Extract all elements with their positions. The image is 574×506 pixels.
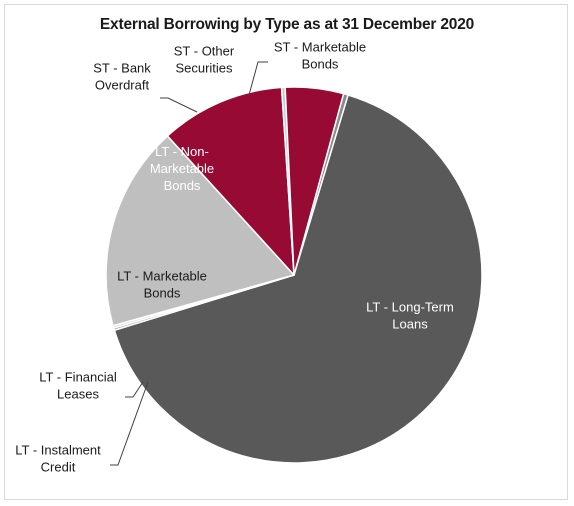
slice-label-line: Bonds xyxy=(164,178,201,193)
slice-label-line: LT - Non- xyxy=(155,144,209,159)
slice-lt-marketable-bonds xyxy=(105,135,295,327)
slice-label-line: Credit xyxy=(41,460,76,475)
leader-line-lt-financial-leases xyxy=(125,381,144,398)
slice-st-other-securities xyxy=(284,86,345,276)
slice-label-line: Loans xyxy=(392,317,428,332)
slice-label-lt-instalment-credit: LT - Instalment Credit xyxy=(15,443,101,475)
leader-line-st-bank-overdraft xyxy=(160,97,198,113)
slice-label-lt-marketable-bonds: LT - Marketable Bonds xyxy=(117,269,207,301)
pie-slices xyxy=(105,86,483,464)
slice-label-st-other-securities: ST - Other Securities xyxy=(174,44,235,76)
slice-label-line: Marketable xyxy=(150,161,214,176)
slice-label-line: LT - Marketable xyxy=(117,269,207,284)
slice-label-line: Securities xyxy=(175,61,233,76)
slice-label-line: Bonds xyxy=(302,57,339,72)
slice-label-line: Bonds xyxy=(144,286,181,301)
slice-label-line: ST - Bank xyxy=(93,61,151,76)
slice-label-line: Leases xyxy=(57,387,99,402)
leader-line-st-marketable-bonds xyxy=(248,61,268,96)
slice-label-st-bank-overdraft: ST - Bank Overdraft xyxy=(93,61,151,93)
slice-lt-long-term-loans xyxy=(113,94,483,464)
slice-label-line: LT - Instalment xyxy=(15,443,101,458)
slice-label-lt-long-term-loans: LT - Long-Term Loans xyxy=(366,300,454,332)
slice-label-line: LT - Long-Term xyxy=(366,300,454,315)
slice-label-line: Overdraft xyxy=(95,78,150,93)
leader-line-lt-instalment-credit xyxy=(110,381,149,466)
leader-lines xyxy=(110,61,268,466)
slice-label-st-marketable-bonds: ST - Marketable Bonds xyxy=(274,40,366,72)
chart-title: External Borrowing by Type as at 31 Dece… xyxy=(99,16,475,33)
slice-label-line: LT - Financial xyxy=(39,370,117,385)
slice-label-line: ST - Other xyxy=(174,44,235,59)
slice-label-lt-financial-leases: LT - Financial Leases xyxy=(39,370,117,402)
slice-lt-non-marketable-bonds xyxy=(166,86,295,276)
slice-label-line: ST - Marketable xyxy=(274,40,366,55)
slice-label-lt-non-marketable-bonds: LT - Non- Marketable Bonds xyxy=(150,144,214,193)
